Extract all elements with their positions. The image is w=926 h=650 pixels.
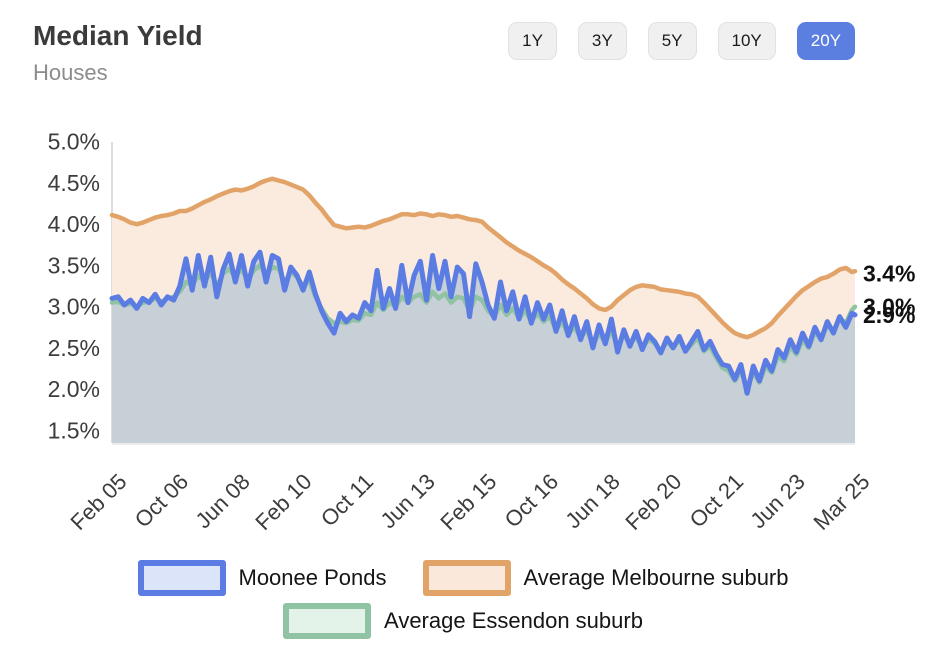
y-tick-label: 2.5% — [48, 335, 100, 361]
average-essendon-suburb-end-value-label: 3.0% — [863, 294, 915, 320]
x-tick-label: Oct 21 — [685, 469, 749, 533]
range-button-3y[interactable]: 3Y — [577, 22, 627, 60]
page-title: Median Yield — [33, 20, 203, 51]
legend-label: Average Essendon suburb — [384, 608, 643, 633]
moonee-ponds-area — [112, 252, 855, 443]
melbourne-swatch-icon — [422, 560, 511, 596]
legend-label: Average Melbourne suburb — [523, 565, 789, 590]
y-tick-label: 4.0% — [48, 211, 100, 237]
legend-item-moonee-ponds[interactable]: Moonee Ponds — [137, 560, 387, 596]
y-tick-label: 3.0% — [48, 294, 100, 320]
range-button-5y[interactable]: 5Y — [647, 22, 697, 60]
yield-area-chart: 5.0%4.5%4.0%3.5%3.0%2.5%2.0%1.5%Feb 05Oc… — [48, 129, 916, 535]
x-tick-label: Mar 25 — [808, 469, 874, 535]
average-melbourne-suburb-end-value-label: 3.4% — [863, 261, 915, 287]
x-tick-label: Jun 08 — [190, 469, 254, 533]
y-tick-label: 3.5% — [48, 252, 100, 278]
x-tick-label: Feb 15 — [435, 469, 501, 535]
essendon-swatch-icon — [283, 603, 372, 639]
x-tick-label: Oct 16 — [500, 469, 564, 533]
x-tick-label: Jun 18 — [560, 469, 624, 533]
x-tick-label: Feb 05 — [65, 469, 131, 535]
y-tick-label: 4.5% — [48, 170, 100, 196]
moonee-ponds-line — [109, 249, 858, 396]
x-tick-label: Feb 20 — [620, 469, 686, 535]
y-tick-label: 1.5% — [48, 417, 100, 443]
page-subtitle: Houses — [33, 60, 108, 85]
y-tick-label: 5.0% — [48, 129, 100, 155]
x-tick-label: Oct 06 — [130, 469, 194, 533]
x-tick-label: Jun 23 — [745, 469, 809, 533]
range-button-1y[interactable]: 1Y — [508, 22, 557, 60]
range-button-10y[interactable]: 10Y — [717, 22, 776, 60]
legend-item-average-melbourne-suburb[interactable]: Average Melbourne suburb — [422, 560, 789, 596]
legend-row: Average Essendon suburb — [283, 603, 643, 639]
chart-legend: Moonee Ponds Average Melbourne suburb Av… — [0, 560, 926, 639]
range-selector: 1Y 3Y 5Y 10Y 20Y — [508, 22, 855, 60]
y-tick-label: 2.0% — [48, 376, 100, 402]
moonee-ponds-end-value-label: 2.9% — [863, 302, 915, 328]
x-tick-label: Jun 13 — [375, 469, 439, 533]
average-melbourne-suburb-line — [109, 176, 858, 340]
moonee-ponds-swatch-icon — [137, 560, 226, 596]
x-tick-label: Oct 11 — [316, 469, 378, 531]
legend-label: Moonee Ponds — [238, 565, 387, 590]
legend-item-average-essendon-suburb[interactable]: Average Essendon suburb — [283, 603, 643, 639]
range-button-20y[interactable]: 20Y — [796, 22, 855, 60]
legend-row: Moonee Ponds Average Melbourne suburb — [137, 560, 789, 596]
x-tick-label: Feb 10 — [250, 469, 316, 535]
